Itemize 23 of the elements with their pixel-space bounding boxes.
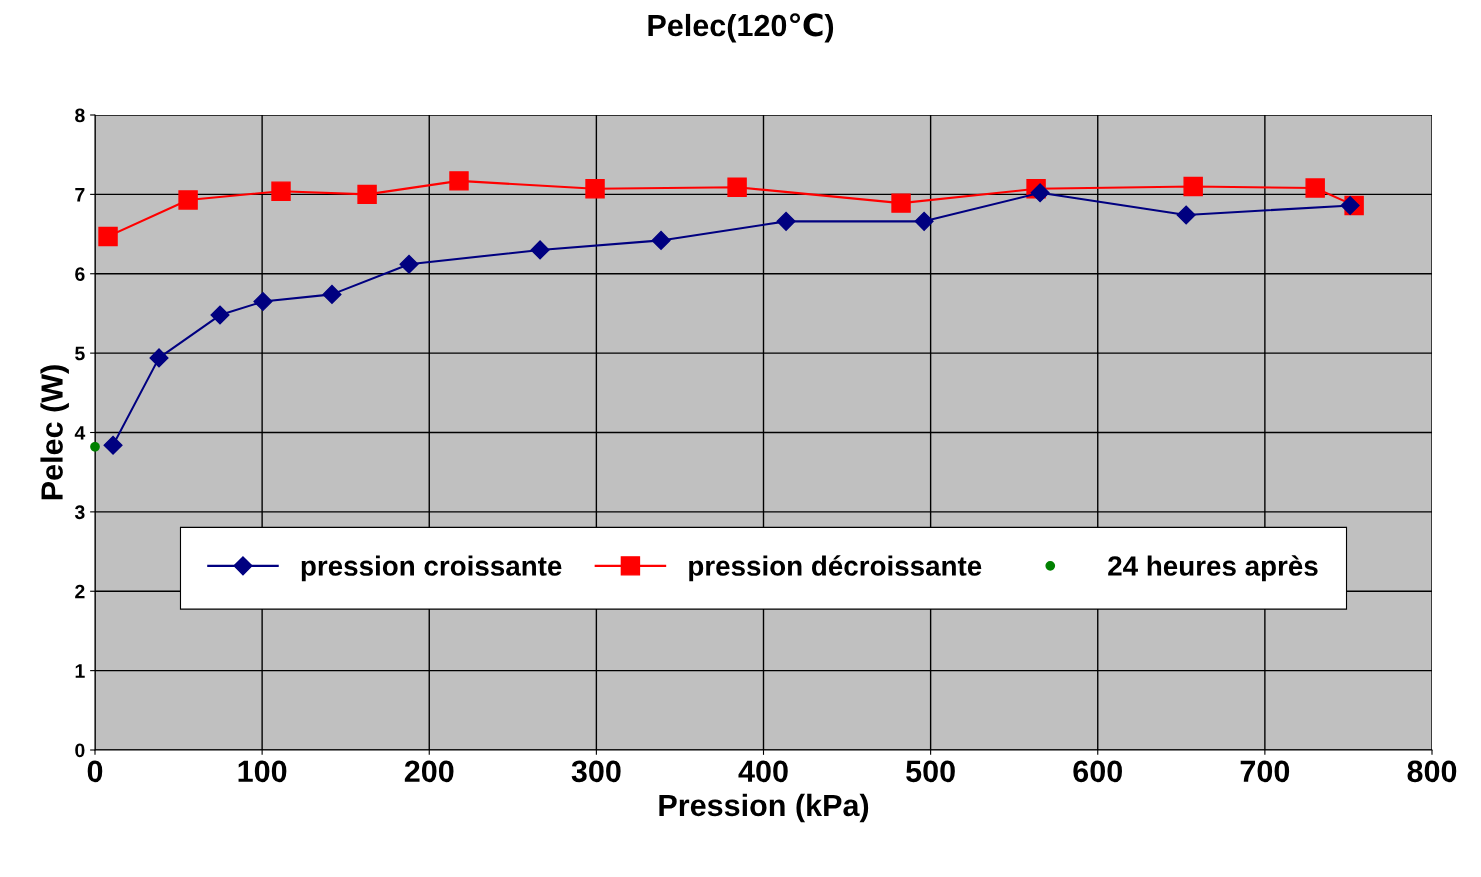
y-axis-title: Pelec (W) xyxy=(40,365,69,500)
x-tick-label: 500 xyxy=(906,760,955,783)
legend-label: 24 heures après xyxy=(1108,555,1318,582)
x-tick-label: 400 xyxy=(738,760,788,783)
legend-label: pression croissante xyxy=(301,555,562,582)
y-tick-label: 3 xyxy=(74,505,85,520)
y-tick-label: 2 xyxy=(75,584,85,599)
y-tick-label: 1 xyxy=(75,664,85,678)
y-tick-label: 7 xyxy=(75,188,85,202)
y-tick-label: 0 xyxy=(75,743,85,758)
y-tick-label: 5 xyxy=(75,346,85,361)
x-tick-label: 300 xyxy=(571,760,621,783)
x-tick-label: 200 xyxy=(404,760,454,783)
x-tick-label: 800 xyxy=(1407,760,1457,783)
y-tick-label: 4 xyxy=(74,426,86,440)
x-tick-label: 700 xyxy=(1240,760,1290,783)
x-axis-title: Pression (kPa) xyxy=(659,793,869,823)
y-tick-label: 6 xyxy=(75,267,85,281)
chart-title: Pelec(120℃) xyxy=(648,13,834,43)
legend-label: pression décroissante xyxy=(689,555,982,582)
y-tick-label: 8 xyxy=(75,108,85,123)
x-tick-label: 100 xyxy=(238,760,287,783)
x-tick-label: 600 xyxy=(1073,760,1122,783)
